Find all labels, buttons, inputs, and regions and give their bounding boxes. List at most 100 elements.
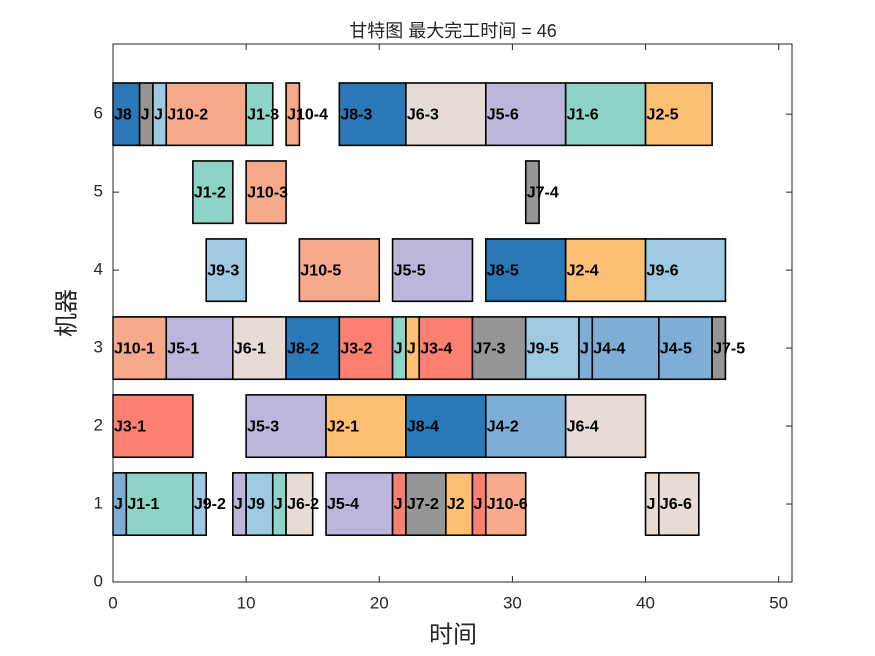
- task-label: J2-1: [327, 418, 359, 435]
- task-bar: [165, 316, 234, 381]
- task-label: J8-2: [287, 340, 319, 357]
- task-bar: [125, 472, 194, 537]
- task-bar: [471, 316, 527, 381]
- x-axis-label: 时间: [429, 621, 477, 648]
- task-label: J10-6: [487, 496, 528, 513]
- task-label: J4-5: [660, 340, 692, 357]
- axes-box: [112, 43, 793, 583]
- task-label: J8: [114, 106, 132, 123]
- task-label: J9: [247, 496, 265, 513]
- task-label: J: [114, 496, 123, 513]
- task-bar: [112, 394, 194, 459]
- task-label: J: [407, 340, 416, 357]
- x-tick-label: 10: [237, 593, 256, 612]
- task-label: J8-4: [407, 418, 439, 435]
- y-tick-label: 1: [94, 494, 103, 513]
- task-label: J3-4: [420, 340, 452, 357]
- x-tick-label: 40: [636, 593, 655, 612]
- task-bar: [445, 472, 474, 537]
- task-bar: [484, 238, 567, 303]
- task-label: J9-3: [207, 262, 239, 279]
- y-tick-label: 4: [94, 260, 103, 279]
- y-axis-label: 机器: [53, 289, 80, 337]
- task-label: J5-1: [167, 340, 199, 357]
- task-bar: [711, 316, 727, 381]
- y-tick-label: 2: [94, 416, 103, 435]
- task-label: J6-4: [567, 418, 599, 435]
- task-label: J7-3: [473, 340, 505, 357]
- task-bar: [325, 472, 394, 537]
- task-bar: [658, 316, 713, 381]
- task-bar: [285, 82, 301, 147]
- y-tick-label: 0: [94, 571, 103, 590]
- task-label: J1-1: [127, 496, 159, 513]
- task-bar: [644, 238, 727, 303]
- task-label: J7-5: [713, 340, 745, 357]
- task-label: J2-4: [567, 262, 599, 279]
- task-bar: [192, 160, 234, 225]
- task-bar: [245, 394, 327, 459]
- task-label: J2-5: [647, 106, 679, 123]
- chart-title: 甘特图 最大完工时间 = 46: [349, 21, 557, 41]
- task-label: J6-6: [660, 496, 692, 513]
- task-bar: [245, 160, 287, 225]
- task-label: J4-4: [593, 340, 625, 357]
- task-bar: [192, 472, 207, 537]
- task-label: J: [394, 496, 403, 513]
- task-bar: [418, 316, 474, 381]
- y-tick-label: 5: [94, 182, 103, 201]
- task-label: J: [647, 496, 656, 513]
- task-label: J1-3: [247, 106, 279, 123]
- task-label: J7-2: [407, 496, 439, 513]
- task-label: J6-3: [407, 106, 439, 123]
- task-bar: [564, 82, 647, 147]
- task-label: J: [580, 340, 589, 357]
- task-bar: [165, 82, 247, 147]
- task-bar: [245, 82, 274, 147]
- task-label: J: [274, 496, 283, 513]
- x-tick-label: 50: [769, 593, 788, 612]
- task-bar: [405, 472, 447, 537]
- task-bar: [644, 82, 713, 147]
- task-bar: [285, 472, 314, 537]
- task-label: J1-2: [194, 184, 226, 201]
- task-label: J6-1: [234, 340, 266, 357]
- task-label: J5-5: [394, 262, 426, 279]
- task-label: J9-5: [527, 340, 559, 357]
- task-bar: [564, 394, 647, 459]
- task-bar: [405, 82, 487, 147]
- task-bar: [658, 472, 700, 537]
- task-label: J10-3: [247, 184, 288, 201]
- task-bar: [524, 316, 580, 381]
- task-bar: [524, 160, 540, 225]
- task-bar: [564, 238, 647, 303]
- task-label: J8-5: [487, 262, 519, 279]
- task-label: J2: [447, 496, 465, 513]
- task-bar: [245, 472, 274, 537]
- x-tick-label: 0: [108, 593, 117, 612]
- task-bar: [591, 316, 660, 381]
- task-label: J10-4: [287, 106, 328, 123]
- task-label: J5-3: [247, 418, 279, 435]
- x-tick-label: 30: [503, 593, 522, 612]
- task-label: J3-2: [340, 340, 372, 357]
- task-label: J9-2: [194, 496, 226, 513]
- y-tick-label: 3: [94, 338, 103, 357]
- task-label: J6-2: [287, 496, 319, 513]
- task-bar: [338, 82, 407, 147]
- task-bar: [298, 238, 381, 303]
- task-label: J: [154, 106, 163, 123]
- task-bar: [338, 316, 394, 381]
- task-label: J8-3: [340, 106, 372, 123]
- task-label: J1-6: [567, 106, 599, 123]
- task-label: J10-1: [114, 340, 155, 357]
- task-label: J9-6: [647, 262, 679, 279]
- task-label: J10-2: [167, 106, 208, 123]
- y-tick-label: 6: [94, 104, 103, 123]
- task-bar: [391, 238, 474, 303]
- task-label: J3-1: [114, 418, 146, 435]
- task-label: J: [394, 340, 403, 357]
- task-label: J10-5: [300, 262, 341, 279]
- task-label: J: [141, 106, 150, 123]
